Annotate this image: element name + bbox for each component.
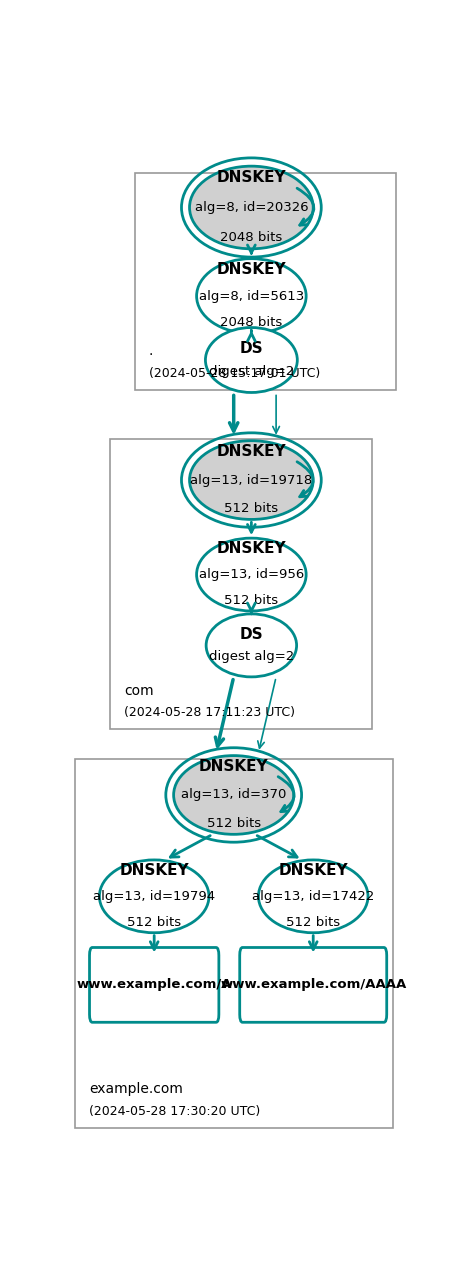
Text: DNSKEY: DNSKEY (216, 170, 286, 185)
FancyArrowPatch shape (278, 777, 293, 812)
Text: alg=13, id=19718: alg=13, id=19718 (190, 474, 312, 487)
Text: (2024-05-28 17:30:20 UTC): (2024-05-28 17:30:20 UTC) (89, 1104, 259, 1118)
Text: alg=8, id=20326: alg=8, id=20326 (194, 201, 308, 213)
Ellipse shape (99, 860, 208, 933)
Text: alg=13, id=19794: alg=13, id=19794 (93, 889, 215, 902)
Text: digest alg=2: digest alg=2 (208, 651, 293, 663)
FancyBboxPatch shape (89, 947, 218, 1022)
Text: DNSKEY: DNSKEY (216, 445, 286, 459)
Ellipse shape (206, 613, 296, 677)
Ellipse shape (205, 327, 297, 392)
Text: DNSKEY: DNSKEY (216, 541, 286, 556)
Text: DS: DS (239, 341, 263, 355)
Text: www.example.com/A: www.example.com/A (76, 979, 232, 992)
Ellipse shape (196, 538, 305, 611)
Text: DS: DS (239, 626, 263, 642)
Text: (2024-05-28 17:11:23 UTC): (2024-05-28 17:11:23 UTC) (124, 707, 294, 720)
Text: 512 bits: 512 bits (286, 916, 339, 929)
Ellipse shape (196, 258, 305, 334)
Ellipse shape (189, 166, 313, 249)
Text: digest alg=2: digest alg=2 (208, 366, 293, 378)
FancyBboxPatch shape (110, 438, 371, 728)
FancyBboxPatch shape (239, 947, 386, 1022)
Text: example.com: example.com (89, 1082, 182, 1097)
Text: DNSKEY: DNSKEY (278, 863, 347, 878)
Ellipse shape (258, 860, 367, 933)
Text: 512 bits: 512 bits (224, 502, 278, 515)
Text: alg=13, id=956: alg=13, id=956 (198, 567, 303, 581)
FancyArrowPatch shape (296, 461, 313, 497)
Text: DNSKEY: DNSKEY (119, 863, 188, 878)
Text: 512 bits: 512 bits (224, 594, 278, 607)
Text: .: . (148, 344, 153, 358)
Text: (2024-05-28 15:17:01 UTC): (2024-05-28 15:17:01 UTC) (148, 367, 319, 380)
Text: alg=13, id=17422: alg=13, id=17422 (252, 889, 374, 902)
Text: 512 bits: 512 bits (206, 817, 260, 829)
Text: alg=13, id=370: alg=13, id=370 (181, 789, 286, 801)
Text: DNSKEY: DNSKEY (198, 759, 268, 774)
Text: 512 bits: 512 bits (127, 916, 181, 929)
Ellipse shape (173, 755, 293, 835)
Text: com: com (124, 684, 153, 698)
FancyBboxPatch shape (75, 759, 392, 1127)
FancyBboxPatch shape (135, 173, 395, 390)
FancyArrowPatch shape (296, 188, 313, 225)
Text: www.example.com/AAAA: www.example.com/AAAA (220, 979, 405, 992)
Text: alg=8, id=5613: alg=8, id=5613 (198, 290, 303, 303)
Ellipse shape (189, 441, 313, 519)
Text: 2048 bits: 2048 bits (220, 231, 282, 244)
Text: DNSKEY: DNSKEY (216, 262, 286, 276)
Text: 2048 bits: 2048 bits (220, 317, 282, 330)
